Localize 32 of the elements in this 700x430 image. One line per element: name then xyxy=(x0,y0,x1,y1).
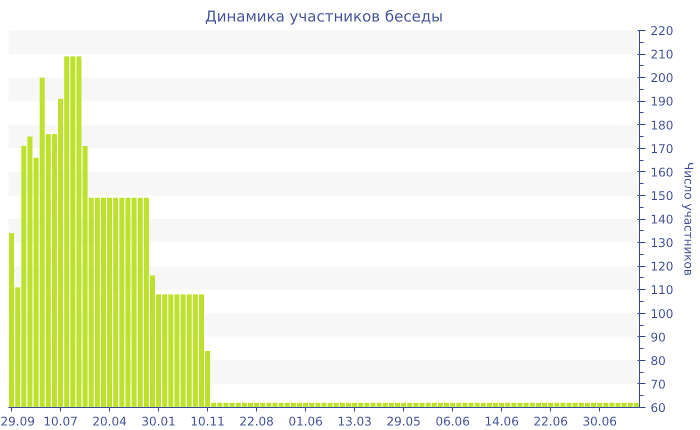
x-tick-label: 22.06 xyxy=(533,414,568,428)
x-tick-label: 29.09 xyxy=(0,414,35,428)
x-tick-label: 20.04 xyxy=(92,414,127,428)
y-tick-label: 150 xyxy=(650,188,674,203)
x-tick-label: 30.06 xyxy=(582,414,617,428)
y-tick-label: 210 xyxy=(650,48,674,62)
x-tick-label: 01.06 xyxy=(288,414,323,428)
x-tick-label: 22.08 xyxy=(239,414,274,428)
y-tick-label: 170 xyxy=(650,142,674,156)
x-tick-label: 14.06 xyxy=(484,414,519,428)
x-tick-label: 06.06 xyxy=(435,414,470,428)
y-tick-label: 140 xyxy=(650,212,674,226)
x-tick-label: 30.01 xyxy=(141,414,176,428)
y-tick-label: 100 xyxy=(650,306,674,321)
x-tick-label: 10.11 xyxy=(190,414,225,428)
y-tick-label: 160 xyxy=(650,165,674,180)
y-tick-label: 190 xyxy=(650,94,674,109)
chart-title: Динамика участников беседы xyxy=(204,8,444,26)
y-tick-label: 130 xyxy=(650,236,674,250)
x-tick-label: 10.07 xyxy=(43,414,78,428)
y-tick-label: 90 xyxy=(650,330,666,344)
y-tick-label: 70 xyxy=(650,377,666,392)
y-tick-label: 60 xyxy=(650,401,666,415)
y-tick-label: 220 xyxy=(650,24,674,38)
y-tick-label: 200 xyxy=(650,71,674,86)
y-tick-label: 80 xyxy=(650,354,666,368)
y-tick-label: 180 xyxy=(650,118,674,132)
y-tick-label: 120 xyxy=(650,260,674,274)
x-tick-label: 13.03 xyxy=(337,414,372,428)
y-tick-label: 110 xyxy=(650,283,674,298)
x-tick-label: 29.05 xyxy=(386,414,421,428)
y-axis-title: Число участников xyxy=(681,162,696,276)
